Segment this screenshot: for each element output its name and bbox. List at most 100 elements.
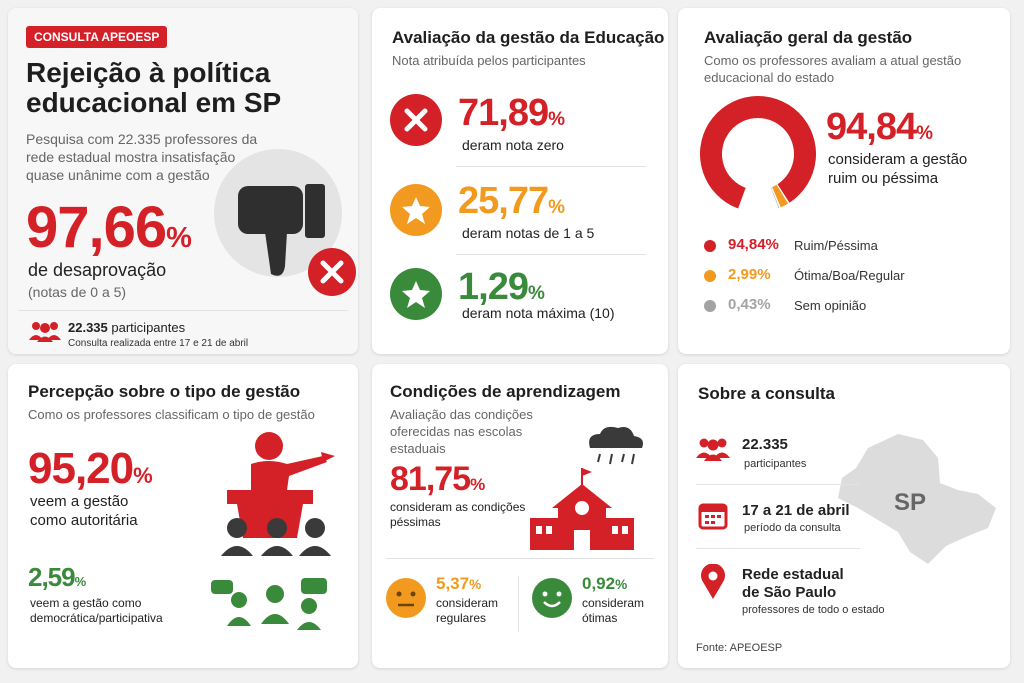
- legend-dot: [704, 300, 716, 312]
- graphic: [609, 453, 613, 465]
- graphic: [546, 526, 552, 534]
- graphic: [612, 526, 618, 534]
- date: Consulta realizada entre 17 e 21 de abri…: [68, 338, 249, 349]
- graphic: 71,89: [458, 92, 549, 134]
- graphic: [708, 571, 718, 581]
- calendar-icon: [698, 503, 728, 530]
- legend-dot: [704, 270, 716, 282]
- legend-item: 0,43% Sem opinião: [704, 296, 994, 326]
- stat-value: 0,92%: [582, 574, 627, 594]
- separator: [696, 548, 860, 549]
- donut-chart: [699, 95, 816, 209]
- graphic: [386, 578, 426, 618]
- graphic: [261, 614, 289, 624]
- graphic: [301, 578, 327, 594]
- pin-icon: [701, 564, 725, 599]
- graphic: [597, 453, 601, 463]
- legend-value: 0,43%: [728, 296, 771, 313]
- illustration: [211, 432, 335, 630]
- stat-value: 97,66%: [26, 194, 192, 261]
- graphic: [631, 453, 635, 465]
- legend: 94,84% Ruim/Péssima 2,99% Ótima/Boa/Regular…: [704, 236, 994, 326]
- legend-label: Sem opinião: [794, 298, 867, 313]
- graphic: [227, 617, 251, 626]
- neutral-face: [386, 578, 426, 618]
- graphic: %: [133, 463, 153, 488]
- graphic: [556, 591, 562, 597]
- stat-label: consideram regulares: [436, 596, 499, 625]
- graphic: %: [74, 574, 87, 589]
- graphic: [211, 578, 327, 630]
- graphic: %: [615, 577, 628, 592]
- item-label: deram nota máxima (10): [462, 305, 615, 321]
- graphic: [542, 591, 548, 597]
- stat-label: consideram a gestão ruim ou péssima: [828, 151, 968, 187]
- graphic: [297, 622, 321, 630]
- separator: [386, 558, 654, 559]
- stat-value: 81,75%: [390, 460, 485, 499]
- graphic: [305, 184, 325, 238]
- card-title: Sobre a consulta: [698, 384, 835, 403]
- card-title: Percepção sobre o tipo de gestão: [28, 382, 301, 401]
- graphic: [838, 434, 996, 564]
- stat-value: 5,37%: [436, 574, 481, 594]
- graphic: [597, 453, 635, 465]
- graphic: %: [166, 222, 192, 254]
- stat-label: de desaprovação: [28, 260, 167, 280]
- graphic: [705, 515, 709, 518]
- graphic: [552, 484, 612, 508]
- graphic: [543, 601, 561, 608]
- stat-note: (notas de 0 a 5): [28, 284, 127, 300]
- perception-card: Percepção sobre o tipo de gestão Como os…: [8, 364, 358, 668]
- graphic: [50, 322, 58, 330]
- legend-label: Ruim/Péssima: [794, 238, 878, 253]
- source: Fonte: APEOESP: [696, 642, 783, 654]
- graphic: [255, 432, 283, 460]
- graphic: [402, 197, 430, 224]
- stat-label: consideram ótimas: [582, 596, 645, 625]
- donut-segment: [772, 184, 789, 208]
- graphic: [32, 322, 40, 330]
- sp-map: SP: [838, 434, 996, 564]
- graphic: [40, 323, 50, 333]
- stat-value: 2,59%: [28, 562, 86, 593]
- people-icon: [29, 322, 61, 342]
- graphic: %: [548, 197, 565, 218]
- graphic: [227, 490, 313, 504]
- card-subtitle: Como os professores classificam o tipo d…: [28, 407, 315, 422]
- education-card: Avaliação da gestão da Educação Nota atr…: [372, 8, 668, 354]
- info-sub: participantes: [744, 458, 807, 470]
- graphic: [238, 186, 303, 234]
- graphic: 0,92: [582, 574, 616, 593]
- graphic: %: [548, 109, 565, 130]
- graphic: [221, 518, 331, 556]
- graphic: 97,66: [26, 195, 167, 260]
- card-subtitle: Como os professores avaliam a atual gest…: [704, 53, 962, 85]
- school-icon: [530, 426, 643, 550]
- headline-line: educacional em SP: [26, 87, 282, 118]
- graphic: [696, 452, 730, 461]
- conditions-card: Condições de aprendizagem Avaliação das …: [372, 364, 668, 668]
- graphic: [221, 546, 331, 556]
- graphic: [707, 439, 719, 451]
- info-main: Rede estadual de São Paulo: [742, 566, 844, 601]
- graphic: [700, 505, 726, 512]
- graphic: %: [527, 283, 545, 304]
- zero-icon: [390, 94, 442, 146]
- graphic: [321, 452, 335, 462]
- graphic: [305, 518, 325, 538]
- graphic: [536, 526, 628, 534]
- graphic: [29, 335, 61, 342]
- legend-value: 2,99%: [728, 266, 771, 283]
- intro-card: CONSULTA APEOESP Rejeição à política edu…: [8, 8, 358, 354]
- graphic: %: [470, 475, 486, 494]
- graphic: [621, 453, 625, 463]
- item-value: 25,77%: [458, 180, 565, 223]
- star-icon: [390, 184, 442, 236]
- info-main: 22.335: [742, 436, 788, 453]
- graphic: [711, 515, 715, 518]
- map-label: SP: [894, 489, 926, 516]
- donut-segment: [699, 95, 816, 209]
- graphic: 95,20: [28, 444, 134, 493]
